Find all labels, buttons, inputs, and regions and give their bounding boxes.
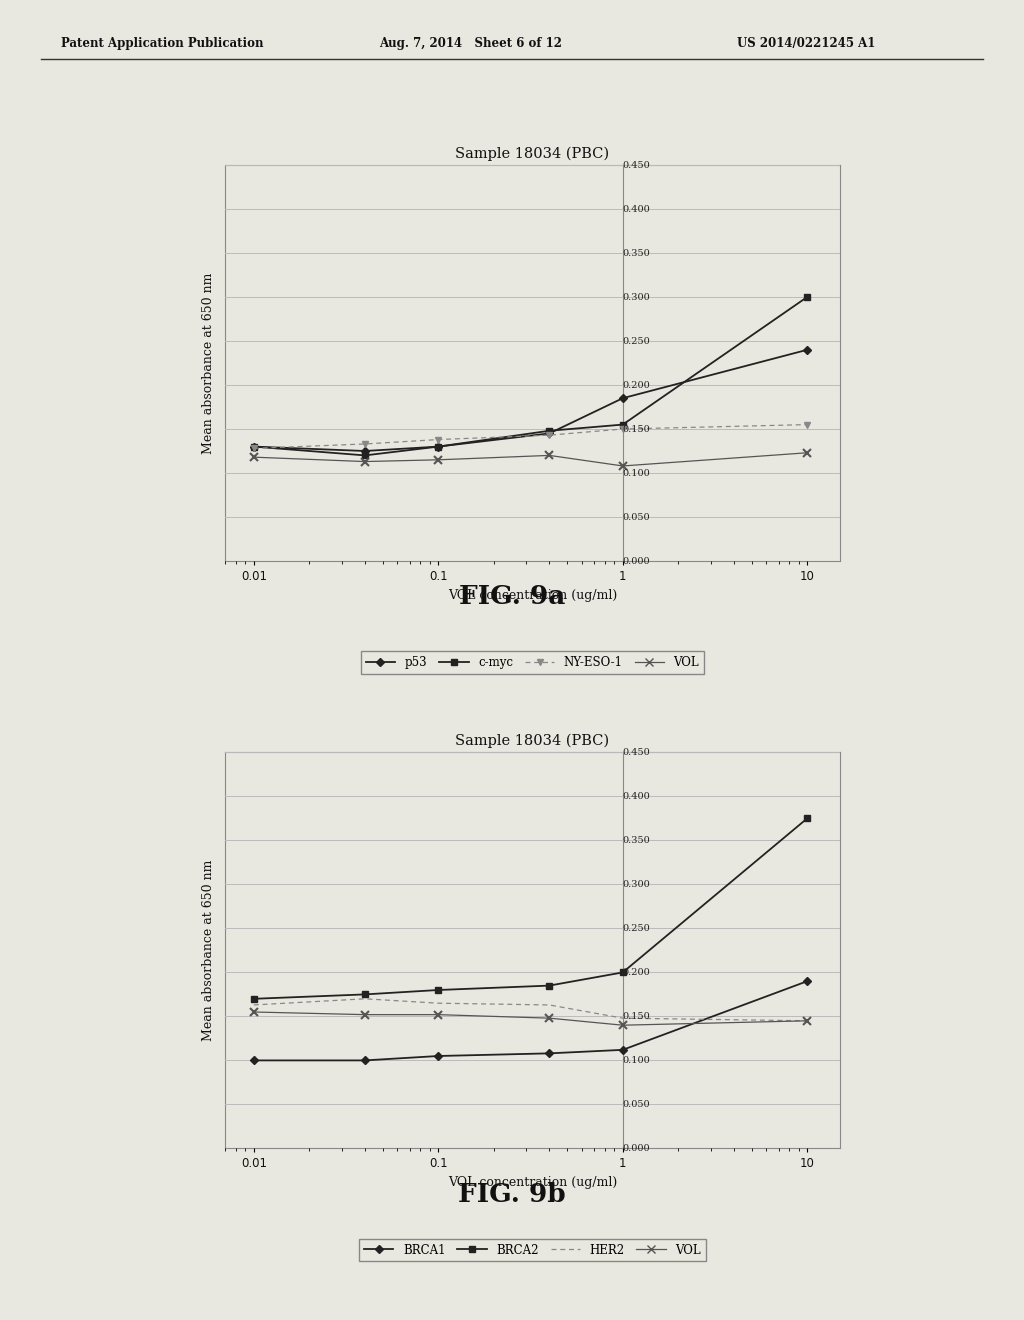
- Text: 0.150: 0.150: [623, 425, 650, 433]
- NY-ESO-1: [543, 428, 555, 444]
- Text: 0.000: 0.000: [623, 557, 650, 565]
- BRCA2: [543, 978, 555, 994]
- Line: c-myc: c-myc: [251, 294, 810, 458]
- VOL: [358, 454, 371, 470]
- VOL: [358, 1007, 371, 1023]
- Text: 0.150: 0.150: [623, 1012, 650, 1020]
- BRCA1: [801, 973, 813, 989]
- HER2: [543, 997, 555, 1012]
- Text: 0.100: 0.100: [623, 469, 650, 478]
- NY-ESO-1: [616, 421, 629, 437]
- HER2: [432, 995, 444, 1011]
- HER2: [616, 1010, 629, 1026]
- HER2: [801, 1012, 813, 1028]
- c-myc: [248, 438, 260, 454]
- p53: [616, 391, 629, 407]
- p53: [358, 444, 371, 459]
- Text: 0.050: 0.050: [623, 1100, 650, 1109]
- BRCA2: [801, 810, 813, 826]
- VOL: [543, 1010, 555, 1026]
- Text: 0.250: 0.250: [623, 337, 650, 346]
- Text: 0.450: 0.450: [623, 748, 650, 756]
- Title: Sample 18034 (PBC): Sample 18034 (PBC): [456, 147, 609, 161]
- Line: HER2: HER2: [254, 999, 807, 1020]
- c-myc: [432, 438, 444, 454]
- VOL: [248, 1005, 260, 1020]
- BRCA2: [248, 991, 260, 1007]
- Line: VOL: VOL: [250, 449, 811, 470]
- Text: 0.350: 0.350: [623, 248, 650, 257]
- VOL: [432, 1007, 444, 1023]
- Text: 0.300: 0.300: [623, 293, 650, 301]
- c-myc: [801, 289, 813, 305]
- NY-ESO-1: [432, 432, 444, 447]
- Text: FIG. 9b: FIG. 9b: [458, 1183, 566, 1206]
- p53: [248, 438, 260, 454]
- Line: NY-ESO-1: NY-ESO-1: [251, 421, 810, 451]
- VOL: [801, 445, 813, 461]
- Line: VOL: VOL: [250, 1008, 811, 1030]
- BRCA1: [543, 1045, 555, 1061]
- NY-ESO-1: [358, 436, 371, 451]
- p53: [543, 425, 555, 441]
- Text: 0.400: 0.400: [623, 792, 650, 801]
- VOL: [616, 458, 629, 474]
- Title: Sample 18034 (PBC): Sample 18034 (PBC): [456, 734, 609, 748]
- NY-ESO-1: [801, 417, 813, 433]
- Text: 0.100: 0.100: [623, 1056, 650, 1065]
- c-myc: [358, 447, 371, 463]
- X-axis label: VOL concentration (ug/ml): VOL concentration (ug/ml): [447, 589, 617, 602]
- Text: FIG. 9a: FIG. 9a: [459, 585, 565, 609]
- Text: 0.250: 0.250: [623, 924, 650, 933]
- BRCA1: [616, 1041, 629, 1057]
- Text: Patent Application Publication: Patent Application Publication: [61, 37, 264, 50]
- X-axis label: VOL concentration (ug/ml): VOL concentration (ug/ml): [447, 1176, 617, 1189]
- Text: 0.050: 0.050: [623, 512, 650, 521]
- VOL: [432, 451, 444, 467]
- VOL: [543, 447, 555, 463]
- c-myc: [543, 422, 555, 438]
- HER2: [248, 997, 260, 1012]
- VOL: [801, 1012, 813, 1028]
- Text: 0.450: 0.450: [623, 161, 650, 169]
- VOL: [616, 1018, 629, 1034]
- BRCA1: [248, 1052, 260, 1068]
- Text: 0.000: 0.000: [623, 1144, 650, 1152]
- BRCA1: [432, 1048, 444, 1064]
- p53: [801, 342, 813, 358]
- NY-ESO-1: [248, 441, 260, 457]
- Text: 0.300: 0.300: [623, 880, 650, 888]
- VOL: [248, 449, 260, 465]
- c-myc: [616, 417, 629, 433]
- BRCA2: [432, 982, 444, 998]
- Line: BRCA1: BRCA1: [251, 978, 810, 1064]
- Text: 0.200: 0.200: [623, 968, 650, 977]
- Text: 0.400: 0.400: [623, 205, 650, 214]
- Y-axis label: Mean absorbance at 650 nm: Mean absorbance at 650 nm: [202, 859, 215, 1041]
- Legend: BRCA1, BRCA2, HER2, VOL: BRCA1, BRCA2, HER2, VOL: [359, 1239, 706, 1262]
- Y-axis label: Mean absorbance at 650 nm: Mean absorbance at 650 nm: [202, 272, 215, 454]
- BRCA2: [616, 965, 629, 981]
- Line: BRCA2: BRCA2: [251, 816, 810, 1002]
- Text: 0.350: 0.350: [623, 836, 650, 845]
- Text: US 2014/0221245 A1: US 2014/0221245 A1: [737, 37, 876, 50]
- p53: [432, 438, 444, 454]
- BRCA2: [358, 986, 371, 1002]
- Line: p53: p53: [251, 347, 810, 454]
- Legend: p53, c-myc, NY-ESO-1, VOL: p53, c-myc, NY-ESO-1, VOL: [361, 652, 703, 675]
- Text: Aug. 7, 2014   Sheet 6 of 12: Aug. 7, 2014 Sheet 6 of 12: [379, 37, 562, 50]
- BRCA1: [358, 1052, 371, 1068]
- HER2: [358, 991, 371, 1007]
- Text: 0.200: 0.200: [623, 380, 650, 389]
